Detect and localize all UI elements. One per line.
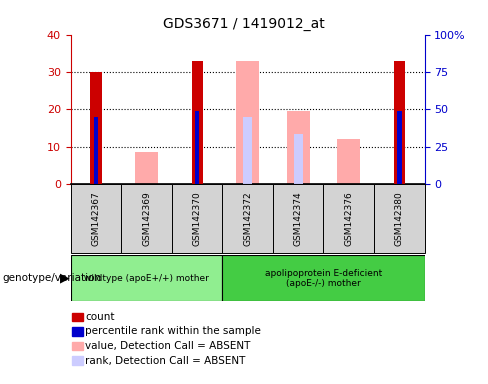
- Bar: [90, 72, 102, 184]
- Bar: [223, 184, 273, 253]
- Text: count: count: [85, 312, 115, 322]
- Bar: [192, 61, 203, 184]
- Text: GSM142380: GSM142380: [395, 192, 404, 246]
- Text: GSM142370: GSM142370: [193, 192, 202, 246]
- Text: GSM142376: GSM142376: [344, 192, 353, 246]
- Text: percentile rank within the sample: percentile rank within the sample: [85, 326, 261, 336]
- Text: GSM142369: GSM142369: [142, 192, 151, 246]
- Bar: [223, 255, 425, 301]
- Bar: [122, 184, 172, 253]
- Bar: [135, 152, 158, 184]
- Bar: [324, 184, 374, 253]
- Text: GDS3671 / 1419012_at: GDS3671 / 1419012_at: [163, 17, 325, 31]
- Bar: [236, 61, 259, 184]
- Bar: [71, 184, 122, 253]
- Text: value, Detection Call = ABSENT: value, Detection Call = ABSENT: [85, 341, 251, 351]
- Bar: [337, 139, 360, 184]
- Text: ▶: ▶: [60, 272, 69, 285]
- Text: apolipoprotein E-deficient
(apoE-/-) mother: apolipoprotein E-deficient (apoE-/-) mot…: [265, 269, 382, 288]
- Bar: [273, 184, 324, 253]
- Bar: [287, 111, 309, 184]
- Bar: [243, 117, 252, 184]
- Bar: [294, 134, 303, 184]
- Text: GSM142374: GSM142374: [294, 192, 303, 246]
- Bar: [172, 184, 223, 253]
- Bar: [394, 61, 405, 184]
- Text: genotype/variation: genotype/variation: [2, 273, 102, 283]
- Bar: [94, 117, 98, 184]
- Text: GSM142372: GSM142372: [243, 192, 252, 246]
- Text: GSM142367: GSM142367: [92, 192, 101, 246]
- Text: wildtype (apoE+/+) mother: wildtype (apoE+/+) mother: [84, 274, 209, 283]
- Text: rank, Detection Call = ABSENT: rank, Detection Call = ABSENT: [85, 356, 246, 366]
- Bar: [374, 184, 425, 253]
- Bar: [397, 111, 402, 184]
- Bar: [71, 255, 223, 301]
- Bar: [195, 111, 200, 184]
